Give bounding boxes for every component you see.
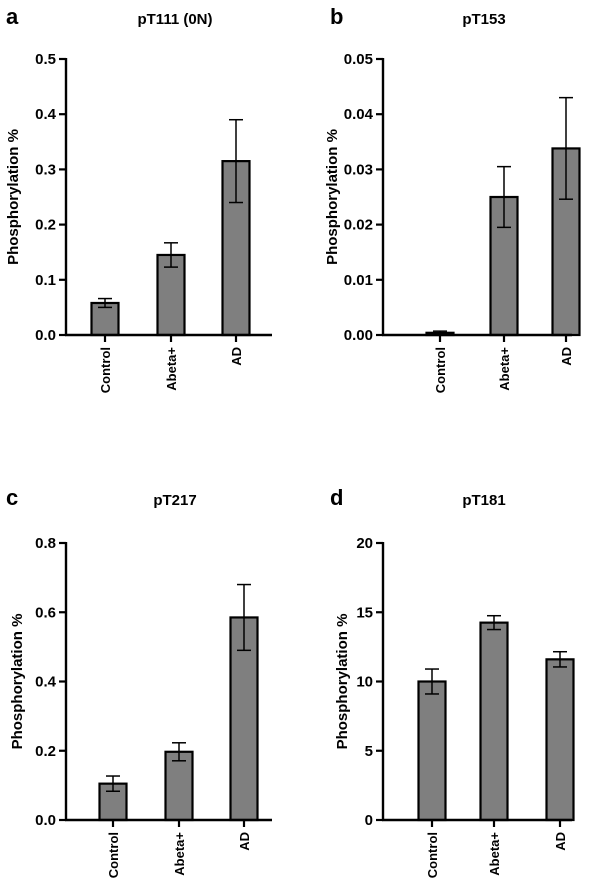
y-tick-label: 15 <box>356 604 373 621</box>
chart-panel-b: b pT153 Phosphorylation % Control Abeta+ AD 0.… <box>324 4 581 393</box>
y-tick-label: 0.5 <box>35 51 56 68</box>
x-tick-label: AD <box>553 832 568 851</box>
y-tick-label: 5 <box>365 743 373 760</box>
y-tick-label: 0.01 <box>344 272 373 289</box>
y-tick-label: 0.03 <box>344 161 373 178</box>
y-tick-label: 20 <box>356 535 373 552</box>
y-tick-label: 0.02 <box>344 217 373 234</box>
chart-title: pT111 (0N) <box>137 11 212 28</box>
x-tick-label: Abeta+ <box>497 347 512 391</box>
panel-letter: a <box>6 4 19 29</box>
y-tick-label: 0.0 <box>35 327 56 344</box>
x-tick-label: Abeta+ <box>172 832 187 876</box>
y-tick-label: 0.2 <box>35 217 56 234</box>
panel-letter: d <box>330 485 343 510</box>
y-axis-label: Phosphorylation % <box>324 129 341 265</box>
y-axis-label: Phosphorylation % <box>5 129 22 265</box>
chart-panel-c: c pT217 Phosphorylation % Control Abeta+ AD 0.… <box>6 485 272 878</box>
chart-title: pT153 <box>462 11 505 28</box>
y-tick-label: 0.05 <box>344 51 373 68</box>
y-tick-label: 0.6 <box>35 604 56 621</box>
bar <box>479 621 509 822</box>
y-tick-label: 0.3 <box>35 161 56 178</box>
y-tick-label: 0 <box>365 812 373 829</box>
bar <box>545 658 575 822</box>
chart-panel-a: a pT111 (0N) Phosphorylation % Control Abeta… <box>5 4 272 393</box>
y-axis-label: Phosphorylation % <box>334 614 351 750</box>
panel-letter: b <box>330 4 343 29</box>
y-tick-label: 0.8 <box>35 535 56 552</box>
x-tick-label: Control <box>425 832 440 878</box>
y-tick-label: 0.1 <box>35 272 56 289</box>
y-tick-label: 0.2 <box>35 743 56 760</box>
y-tick-label: 0.04 <box>344 106 374 123</box>
y-tick-label: 0.4 <box>35 674 57 691</box>
x-tick-label: Control <box>106 832 121 878</box>
bar <box>229 616 259 822</box>
x-tick-label: AD <box>559 347 574 366</box>
y-tick-label: 0.0 <box>35 812 56 829</box>
chart-panel-d: d pT181 Phosphorylation % Control Abeta+ AD 0 5… <box>330 485 575 878</box>
y-axis-label: Phosphorylation % <box>9 614 26 750</box>
x-tick-label: Control <box>433 347 448 393</box>
panel-letter: c <box>6 485 18 510</box>
x-tick-label: Abeta+ <box>487 832 502 876</box>
chart-title: pT181 <box>462 492 505 509</box>
x-tick-label: AD <box>229 347 244 366</box>
y-tick-label: 10 <box>356 674 373 691</box>
y-tick-label: 0.00 <box>344 327 373 344</box>
bar <box>164 750 194 822</box>
bar <box>417 680 447 822</box>
x-tick-label: Control <box>98 347 113 393</box>
y-tick-label: 0.4 <box>35 106 57 123</box>
x-tick-label: Abeta+ <box>164 347 179 391</box>
chart-title: pT217 <box>153 492 196 509</box>
x-tick-label: AD <box>237 832 252 851</box>
